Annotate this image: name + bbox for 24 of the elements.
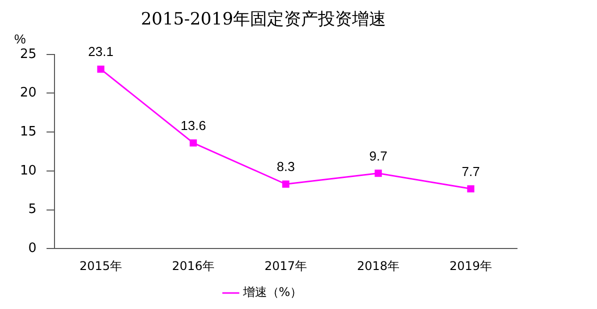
point — [374, 170, 382, 177]
y-tick-label: 15 — [20, 124, 37, 140]
chart-title: 2015-2019年固定资产投资增速 — [140, 10, 386, 30]
y-tick-label: 20 — [20, 86, 37, 101]
y-tick-label: 25 — [20, 46, 37, 62]
data-label: 8.3 — [276, 159, 295, 174]
y-tick-label: 0 — [28, 240, 37, 256]
data-label: 23.1 — [88, 44, 114, 60]
point — [97, 66, 104, 73]
x-tick-label: 2019年 — [449, 258, 492, 273]
legend-label: 增速（%） — [242, 285, 302, 300]
y-axis-title: % — [14, 31, 26, 46]
data-label: 9.7 — [369, 148, 388, 164]
x-tick-label: 2015年 — [80, 258, 122, 273]
y-tick-label: 5 — [28, 202, 37, 218]
x-tick-label: 2018年 — [356, 258, 400, 273]
point — [282, 180, 290, 188]
data-label: 13.6 — [180, 118, 206, 134]
point — [467, 185, 474, 192]
point — [190, 139, 197, 147]
x-tick-label: 2017年 — [264, 258, 308, 273]
y-tick-label: 10 — [20, 163, 37, 178]
x-tick-label: 2016年 — [172, 258, 215, 273]
data-label: 7.7 — [462, 164, 480, 179]
